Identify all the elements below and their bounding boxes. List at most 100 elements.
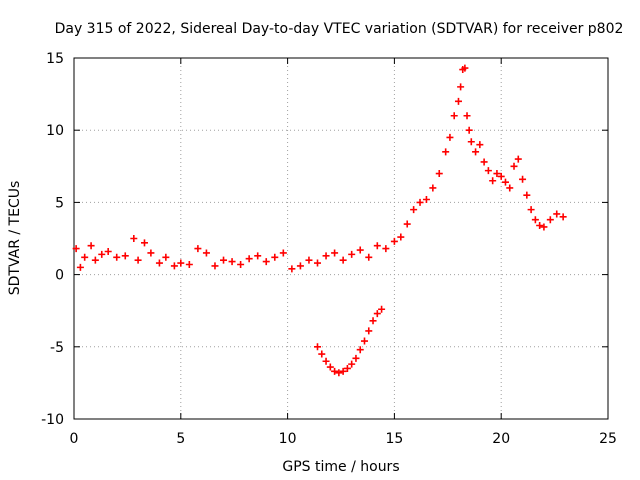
- data-point-main: [237, 260, 245, 268]
- data-point-main: [130, 235, 138, 242]
- x-tick-label: 20: [492, 431, 510, 447]
- y-tick-label: -10: [41, 412, 64, 428]
- data-point-main: [348, 250, 356, 258]
- axis-ticks: [73, 57, 609, 420]
- y-axis-label: SDTVAR / TECUs: [7, 181, 23, 296]
- data-point-main: [254, 252, 262, 260]
- data-point-main: [527, 206, 535, 214]
- data-point-main: [454, 97, 462, 105]
- data-point-main: [98, 250, 106, 258]
- data-point-main: [76, 263, 84, 271]
- data-point-main: [480, 158, 488, 166]
- data-point-lower-arc: [343, 364, 351, 372]
- data-point-main: [140, 239, 148, 247]
- data-point-lower-arc: [326, 363, 334, 371]
- data-point-main: [382, 245, 390, 253]
- x-tick-label: 15: [385, 431, 403, 447]
- data-point-main: [519, 175, 527, 183]
- data-point-main: [493, 170, 501, 178]
- data-point-main: [262, 258, 270, 266]
- data-point-main: [410, 206, 418, 214]
- data-point-main: [540, 223, 548, 231]
- data-point-main: [305, 256, 313, 264]
- data-point-main: [113, 253, 121, 261]
- data-point-main: [314, 259, 322, 267]
- y-tick-labels: -10 -5 0 5 10 15: [41, 51, 64, 428]
- data-point-main: [104, 247, 112, 255]
- data-point-main: [497, 172, 505, 180]
- data-point-main: [194, 245, 202, 253]
- data-point-main: [465, 126, 473, 134]
- data-point-lower-arc: [369, 317, 377, 325]
- data-point-main: [510, 162, 518, 170]
- data-point-main: [331, 249, 339, 257]
- data-point-main: [446, 133, 454, 141]
- y-tick-label: -5: [50, 340, 64, 356]
- data-point-lower-arc: [348, 360, 356, 368]
- data-point-main: [220, 256, 228, 264]
- data-point-lower-arc: [322, 357, 330, 365]
- x-tick-labels: 0 5 10 15 20 25: [70, 431, 617, 447]
- data-point-main: [356, 246, 364, 254]
- x-axis-label: GPS time / hours: [282, 459, 399, 475]
- data-point-lower-arc: [373, 310, 381, 318]
- data-point-lower-arc: [365, 327, 373, 335]
- data-point-main: [514, 155, 522, 163]
- data-point-main: [476, 141, 484, 149]
- data-point-main: [457, 83, 465, 91]
- x-tick-label: 25: [599, 431, 617, 447]
- data-point-main: [442, 148, 450, 156]
- data-point-main: [91, 256, 99, 264]
- data-point-main: [271, 253, 279, 261]
- data-point-lower-arc: [352, 354, 360, 362]
- data-point-lower-arc: [314, 343, 322, 351]
- data-point-main: [373, 242, 381, 250]
- data-point-lower-arc: [378, 305, 386, 313]
- data-point-main: [339, 256, 347, 264]
- data-point-lower-arc: [318, 350, 326, 358]
- data-point-main: [121, 252, 129, 260]
- data-point-main: [484, 167, 492, 175]
- data-point-main: [435, 170, 443, 178]
- data-point-main: [559, 213, 567, 221]
- data-point-main: [87, 242, 95, 250]
- data-point-main: [365, 253, 373, 261]
- data-point-main: [422, 196, 430, 204]
- chart-title: Day 315 of 2022, Sidereal Day-to-day VTE…: [55, 21, 624, 37]
- data-point-main: [322, 252, 330, 260]
- data-point-main: [506, 184, 514, 192]
- data-point-main: [553, 210, 561, 218]
- data-point-main: [501, 178, 509, 186]
- data-point-main: [546, 216, 554, 224]
- data-point-main: [211, 262, 219, 270]
- data-point-main: [170, 262, 178, 270]
- data-point-main: [536, 222, 544, 230]
- y-tick-label: 15: [46, 51, 64, 67]
- plot-frame: [73, 57, 609, 420]
- data-point-main: [147, 249, 155, 257]
- y-tick-label: 10: [46, 123, 64, 139]
- data-point-main: [245, 255, 253, 263]
- data-point-lower-arc: [335, 369, 343, 377]
- data-point-main: [228, 258, 236, 266]
- x-tick-label: 5: [176, 431, 185, 447]
- y-tick-label: 0: [55, 268, 64, 284]
- data-point-main: [279, 249, 287, 257]
- y-tick-label: 5: [55, 195, 64, 211]
- data-point-lower-arc: [339, 367, 347, 375]
- data-point-main: [416, 198, 424, 206]
- data-point-main: [403, 220, 411, 228]
- data-point-main: [202, 249, 210, 257]
- data-point-main: [429, 184, 437, 192]
- data-point-lower-arc: [331, 367, 339, 375]
- data-point-main: [185, 260, 193, 268]
- data-point-main: [155, 259, 163, 267]
- data-point-main: [72, 245, 80, 253]
- data-point-main: [296, 262, 304, 270]
- data-point-main: [397, 233, 405, 241]
- data-point-main: [450, 112, 458, 120]
- data-point-main: [288, 265, 296, 273]
- data-point-main: [472, 148, 480, 156]
- data-point-lower-arc: [360, 337, 368, 345]
